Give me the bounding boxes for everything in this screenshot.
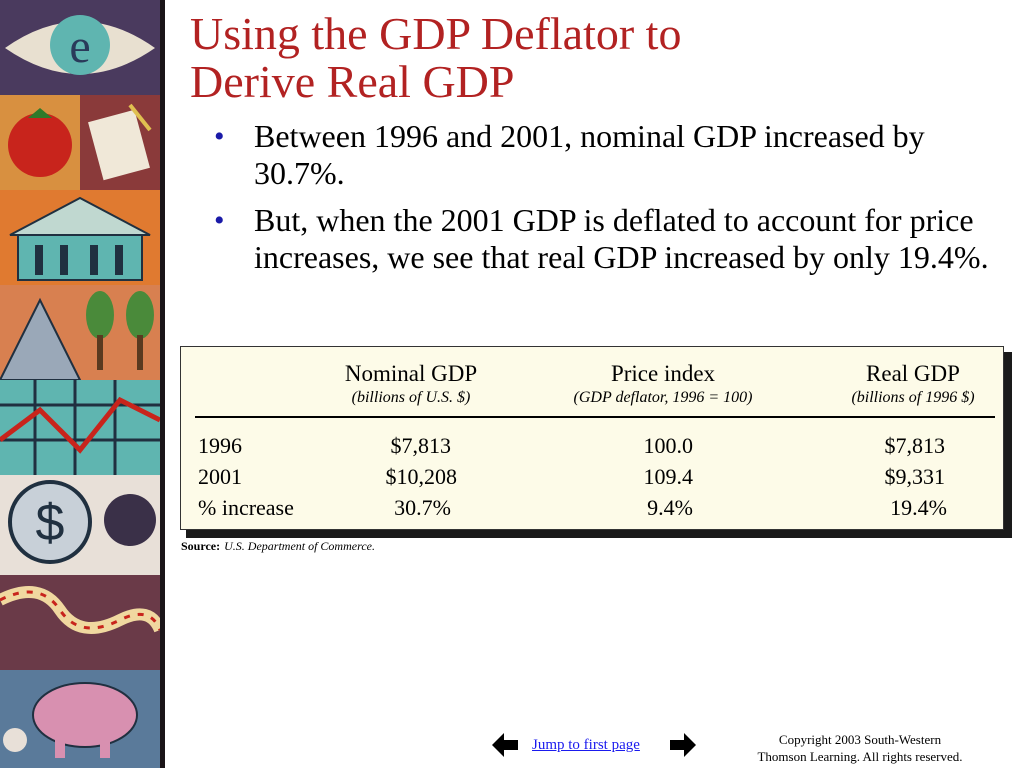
jump-to-first-page-link[interactable]: Jump to first page bbox=[532, 737, 640, 753]
title-line-2: Derive Real GDP bbox=[190, 56, 515, 107]
bullet-dot-icon: • bbox=[214, 120, 225, 153]
arrow-left-icon bbox=[492, 733, 518, 757]
svg-text:$: $ bbox=[36, 494, 65, 552]
cell-nominal: $7,813 bbox=[390, 433, 452, 458]
header-rule bbox=[195, 416, 995, 418]
cell-real: 19.4% bbox=[890, 495, 947, 520]
cell-nominal: $10,208 bbox=[385, 464, 458, 489]
copyright-line-2: Thomson Learning. All rights reserved. bbox=[757, 749, 963, 764]
svg-text:e: e bbox=[69, 20, 90, 73]
decorative-image-strip: e $ bbox=[0, 0, 165, 768]
slide-title: Using the GDP Deflator to Derive Real GD… bbox=[190, 10, 990, 106]
column-header-real: Real GDP bbox=[866, 361, 960, 386]
title-line-1: Using the GDP Deflator to bbox=[190, 8, 682, 59]
bullet-item: • Between 1996 and 2001, nominal GDP inc… bbox=[210, 118, 1000, 192]
economics-illustration: e $ bbox=[0, 0, 165, 768]
copyright-notice: Copyright 2003 South-Western Thomson Lea… bbox=[740, 731, 980, 765]
gdp-table: Nominal GDP (billions of U.S. $) Price i… bbox=[180, 346, 1004, 530]
arrow-right-icon bbox=[670, 733, 696, 757]
source-text: U.S. Department of Commerce. bbox=[224, 539, 375, 553]
row-label: 1996 bbox=[198, 433, 242, 458]
prev-arrow-button[interactable] bbox=[492, 733, 518, 757]
row-label: 2001 bbox=[198, 464, 242, 489]
copyright-line-1: Copyright 2003 South-Western bbox=[778, 732, 942, 747]
row-label: % increase bbox=[198, 495, 294, 520]
bullet-text: Between 1996 and 2001, nominal GDP incre… bbox=[254, 118, 925, 191]
cell-price: 109.4 bbox=[643, 464, 694, 489]
column-subheader-real: (billions of 1996 $) bbox=[851, 389, 975, 406]
cell-nominal: 30.7% bbox=[394, 495, 451, 520]
cell-real: $9,331 bbox=[884, 464, 946, 489]
source-label: Source: bbox=[181, 539, 221, 553]
cell-price: 9.4% bbox=[647, 495, 693, 520]
column-subheader-nominal: (billions of U.S. $) bbox=[351, 389, 471, 406]
bullet-list: • Between 1996 and 2001, nominal GDP inc… bbox=[210, 118, 1000, 286]
bullet-text: But, when the 2001 GDP is deflated to ac… bbox=[254, 202, 989, 275]
source-note: Source: U.S. Department of Commerce. bbox=[181, 539, 375, 554]
cell-real: $7,813 bbox=[884, 433, 946, 458]
column-header-price: Price index bbox=[610, 361, 716, 386]
bullet-item: • But, when the 2001 GDP is deflated to … bbox=[210, 202, 1000, 276]
column-subheader-price: (GDP deflator, 1996 = 100) bbox=[573, 389, 753, 406]
strip-divider bbox=[160, 0, 165, 768]
next-arrow-button[interactable] bbox=[670, 733, 696, 757]
cell-price: 100.0 bbox=[643, 433, 694, 458]
column-header-nominal: Nominal GDP bbox=[344, 361, 478, 386]
bullet-dot-icon: • bbox=[214, 204, 225, 237]
